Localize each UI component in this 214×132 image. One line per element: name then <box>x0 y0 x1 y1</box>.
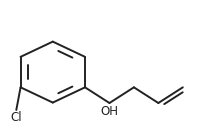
Text: Cl: Cl <box>10 111 22 124</box>
Text: OH: OH <box>100 105 119 118</box>
